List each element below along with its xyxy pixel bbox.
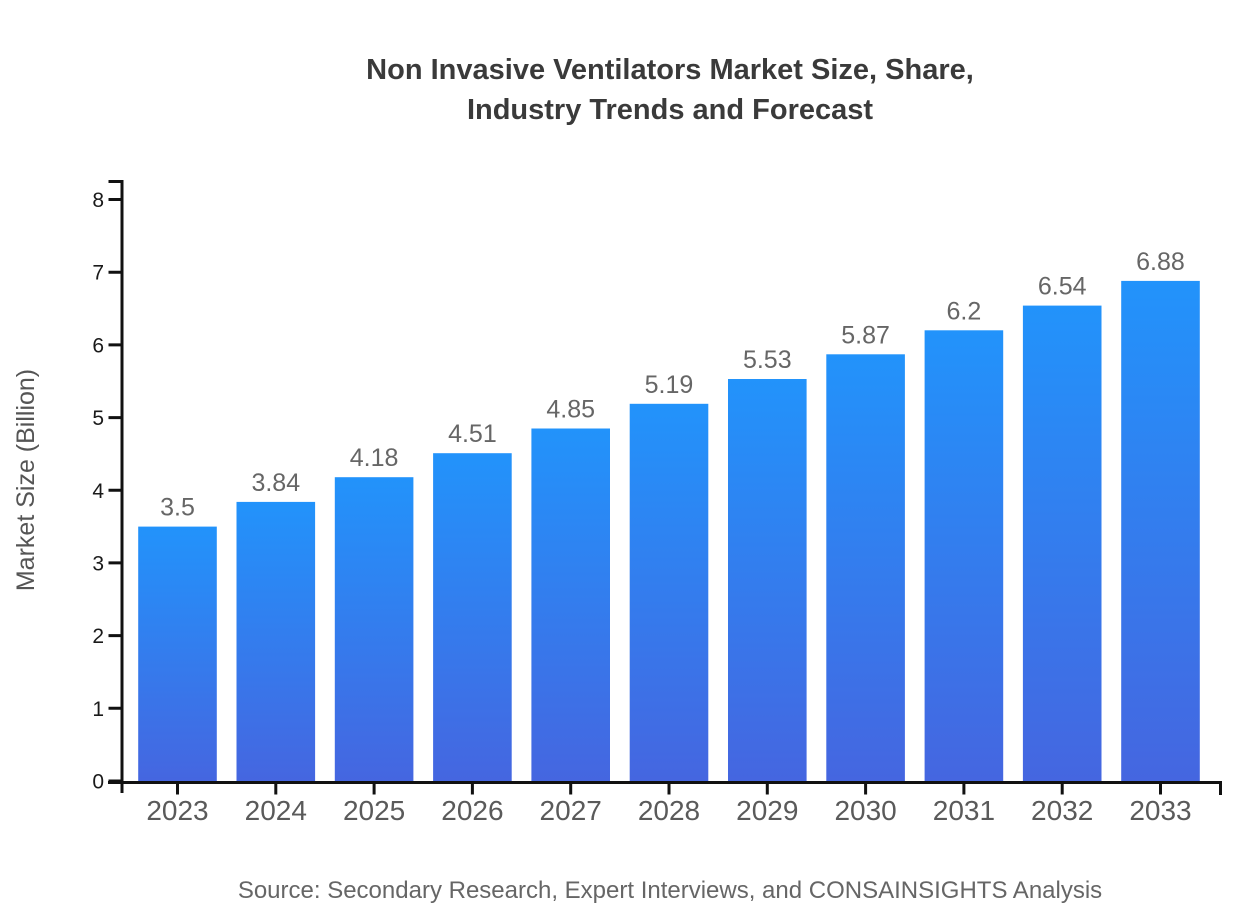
bar [334, 477, 414, 781]
chart-title: Non Invasive Ventilators Market Size, Sh… [366, 54, 974, 126]
y-tick-label: 8 [92, 189, 104, 212]
bar [826, 354, 905, 781]
bar [629, 403, 709, 781]
bar [924, 330, 1004, 781]
value-label: 5.87 [841, 321, 890, 349]
x-tick-label: 2028 [638, 795, 700, 826]
value-label: 3.5 [160, 494, 195, 522]
bar [1022, 305, 1102, 781]
y-tick-label: 0 [92, 771, 104, 794]
value-label: 6.88 [1136, 248, 1185, 276]
axes [108, 180, 1222, 796]
x-tick-label: 2023 [146, 795, 208, 826]
y-tick-label: 6 [92, 334, 104, 357]
y-tick-label: 1 [92, 698, 104, 721]
value-label: 6.54 [1038, 273, 1087, 301]
x-tick-label: 2030 [834, 795, 896, 826]
bar [236, 501, 316, 781]
x-tick-label: 2025 [343, 795, 405, 826]
value-label: 6.2 [947, 297, 982, 325]
y-tick-label: 7 [92, 262, 104, 285]
value-label: 5.53 [743, 346, 792, 374]
value-label: 4.85 [546, 396, 595, 424]
value-label: 4.51 [448, 420, 497, 448]
x-tick-label: 2032 [1031, 795, 1093, 826]
source-note: Source: Secondary Research, Expert Inter… [237, 877, 1103, 904]
value-label: 4.18 [350, 444, 399, 472]
value-label: 5.19 [645, 371, 694, 399]
y-axis-label: Market Size (Billion) [12, 369, 40, 591]
y-tick-label: 4 [92, 480, 104, 503]
x-tick-label: 2026 [441, 795, 503, 826]
bar [728, 379, 807, 781]
x-tick-label: 2031 [933, 795, 995, 826]
bar [1121, 280, 1200, 781]
bar [138, 526, 217, 781]
x-tick-label: 2024 [245, 795, 307, 826]
y-tick-label: 2 [92, 625, 104, 648]
x-tick-label: 2029 [736, 795, 798, 826]
bar [531, 428, 610, 781]
x-tick-label: 2033 [1129, 795, 1191, 826]
x-tick-label: 2027 [540, 795, 602, 826]
y-tick-label: 3 [92, 552, 104, 575]
y-tick-label: 5 [92, 407, 104, 430]
value-label: 3.84 [251, 469, 300, 497]
bar [433, 453, 512, 781]
